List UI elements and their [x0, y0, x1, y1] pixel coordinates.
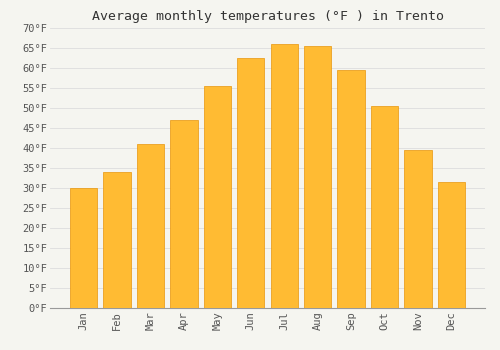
Bar: [338, 70, 365, 308]
Bar: [237, 58, 264, 308]
Bar: [304, 46, 332, 308]
Bar: [103, 172, 130, 308]
Title: Average monthly temperatures (°F ) in Trento: Average monthly temperatures (°F ) in Tr…: [92, 10, 444, 23]
Bar: [438, 182, 465, 308]
Bar: [270, 44, 298, 308]
Bar: [371, 106, 398, 308]
Bar: [204, 86, 231, 308]
Bar: [170, 120, 198, 308]
Bar: [136, 144, 164, 308]
Bar: [404, 150, 432, 308]
Bar: [70, 188, 97, 308]
